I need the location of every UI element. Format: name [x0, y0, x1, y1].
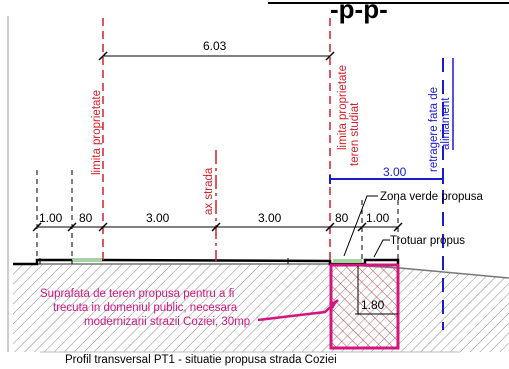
- right-lane-width: 3.00: [258, 211, 282, 225]
- road-axis-label: ax strada: [203, 167, 215, 215]
- green-zone-right: [333, 259, 362, 263]
- tick: [98, 51, 108, 61]
- green-zone-left: [72, 259, 102, 262]
- sidewalk-leader: [373, 239, 390, 258]
- left-sidewalk-width: 1.00: [39, 211, 63, 225]
- document-title-fragment: -p-p-: [330, 0, 388, 24]
- property-limit-label-left: limita proprietate: [91, 90, 103, 175]
- expropriation-depth: 1.80: [361, 298, 385, 312]
- surface-note-line-1: Suprafata de teren propusa pentru a fi: [40, 288, 234, 300]
- tick: [325, 51, 335, 61]
- property-limit-label-right: limita proprietate: [337, 65, 349, 150]
- right-sidewalk-width: 1.00: [366, 211, 390, 225]
- public-domain-width: 6.03: [203, 39, 227, 53]
- green-zone-leader: [343, 195, 378, 257]
- right-strip-width: 80: [335, 211, 349, 225]
- green-zone-label: Zona verde propusa: [380, 191, 484, 203]
- surface-note-line-3: modernizarii strazii Coziei, 30mp: [84, 316, 250, 328]
- surface-note-line-2: trecuta in domeniul public, necesara: [53, 302, 238, 314]
- dimension-ticks: [32, 222, 403, 232]
- drawing-caption: Profil transversal PT1 - situatie propus…: [65, 354, 337, 366]
- sidewalk-label: Trotuar propus: [390, 235, 465, 247]
- expropriation-area: [329, 263, 400, 350]
- left-strip-width: 80: [79, 211, 93, 225]
- alignment-setback-label-2: aliniament: [440, 97, 452, 150]
- alignment-setback-label-1: retragere fata de: [428, 87, 440, 172]
- studied-land-label: teren studiat: [349, 102, 361, 166]
- left-lane-width: 3.00: [146, 211, 170, 225]
- setback-width: 3.00: [383, 165, 407, 179]
- surface-note-arrowhead: [329, 300, 338, 309]
